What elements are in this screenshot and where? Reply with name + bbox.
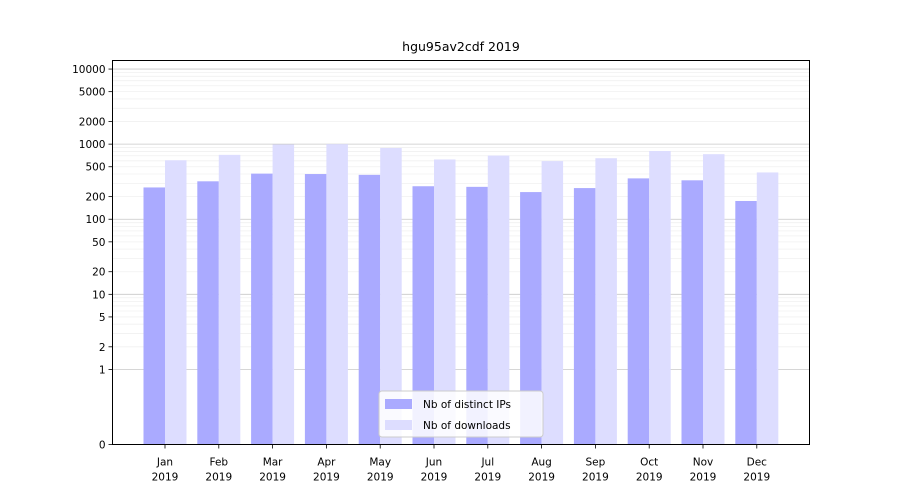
x-tick-label: Jun 2019 <box>421 457 448 484</box>
x-tick-label: Jul 2019 <box>474 457 501 484</box>
y-tick-label: 10 <box>92 289 105 301</box>
y-tick-label: 500 <box>85 162 105 174</box>
legend: Nb of distinct IPs Nb of downloads <box>378 390 544 438</box>
bar-downloads <box>380 147 402 445</box>
chart-title: hgu95av2cdf 2019 <box>402 39 520 54</box>
bar-downloads <box>434 159 456 445</box>
bar-distinct-ips <box>143 187 165 445</box>
bar-distinct-ips <box>251 173 273 445</box>
x-tick-label: Nov 2019 <box>690 457 717 484</box>
y-tick-label: 5 <box>99 312 106 324</box>
legend-label: Nb of downloads <box>423 420 511 432</box>
bar-distinct-ips <box>197 181 219 445</box>
bar-distinct-ips <box>466 186 488 445</box>
bar-distinct-ips <box>627 178 650 445</box>
bar-downloads <box>487 155 510 445</box>
bar-distinct-ips <box>304 174 327 445</box>
bar-downloads <box>703 154 725 445</box>
plot-area-frame <box>112 60 810 445</box>
bar-downloads <box>165 160 187 445</box>
x-tick-label: Mar 2019 <box>259 457 286 484</box>
legend-swatch <box>385 420 412 430</box>
bar-downloads <box>272 144 295 445</box>
y-tick-label: 10000 <box>72 64 105 76</box>
y-tick-label: 20 <box>92 267 105 279</box>
bar-downloads <box>595 158 617 445</box>
y-tick-label: 1 <box>99 364 106 376</box>
x-tick-label: Sep 2019 <box>582 457 609 484</box>
x-tick-label: Jan 2019 <box>152 457 179 484</box>
x-tick-label: Oct 2019 <box>636 457 663 484</box>
bar-downloads <box>541 161 564 445</box>
bars <box>143 144 779 445</box>
x-tick-label: Feb 2019 <box>205 457 232 484</box>
bar-downloads <box>218 154 241 445</box>
bar-distinct-ips <box>681 180 703 445</box>
y-tick-label: 50 <box>92 237 105 249</box>
y-tick-label: 5000 <box>79 87 106 99</box>
bar-distinct-ips <box>520 192 542 445</box>
y-tick-label: 2000 <box>79 117 106 129</box>
y-axis: 0 1 2 5 10 20 50 100 200 500 1000 2000 5000 10000 <box>72 64 113 452</box>
bar-downloads <box>649 151 671 445</box>
x-axis: Jan 2019 Feb 2019 Mar 2019 Apr 2019 May 2019 Jun 20… <box>152 444 770 484</box>
bar-downloads <box>326 144 348 445</box>
bar-distinct-ips <box>735 200 757 445</box>
y-tick-label: 100 <box>85 214 105 226</box>
legend-swatch <box>385 399 412 409</box>
y-tick-label: 0 <box>99 440 106 452</box>
x-tick-label: Aug 2019 <box>528 457 555 484</box>
bar-downloads <box>756 172 779 445</box>
legend-label: Nb of distinct IPs <box>423 399 511 411</box>
y-tick-label: 2 <box>99 342 106 354</box>
bar-distinct-ips <box>412 186 434 445</box>
bar-distinct-ips <box>573 188 596 445</box>
x-tick-label: Apr 2019 <box>313 457 340 484</box>
bar-distinct-ips <box>358 174 381 445</box>
y-tick-label: 200 <box>85 192 105 204</box>
x-tick-label: May 2019 <box>367 457 394 484</box>
y-tick-label: 1000 <box>79 139 106 151</box>
x-tick-label: Dec 2019 <box>743 457 770 484</box>
legend-box <box>378 390 544 438</box>
